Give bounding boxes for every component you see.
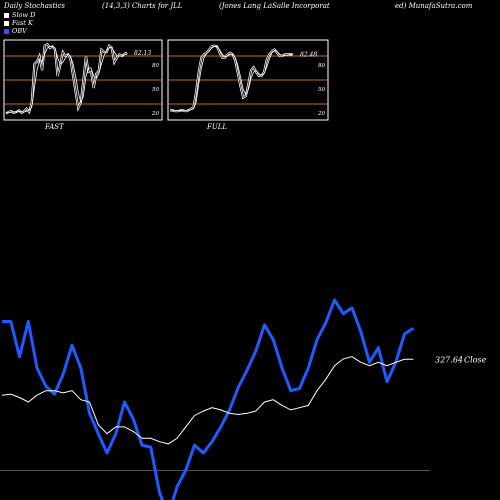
legend-swatch-obv	[4, 28, 9, 34]
company-name: (Jones Lang LaSalle Incorporat	[219, 2, 330, 10]
close-series-label: Close	[464, 355, 487, 364]
obv-series-line	[2, 298, 415, 500]
full-tick-label-50: 50	[318, 87, 325, 93]
fast-series-fast-k-core	[5, 43, 128, 114]
close-series-line	[1, 356, 414, 445]
chart-subtitle: Daily Stochastics	[4, 2, 66, 10]
full-series-full-k-core	[170, 45, 293, 112]
site-name: ed) MunafaSutra.com	[395, 2, 473, 10]
legend-label-obv: OBV	[12, 27, 27, 35]
legend-item-slow-d: Slow D	[4, 11, 35, 19]
full-series-full-d	[169, 46, 293, 112]
fast-last-value-label: 82.13	[134, 50, 151, 57]
fast-tick-label-80: 80	[152, 63, 159, 69]
fast-panel-label: FAST	[45, 123, 64, 131]
legend-label-fast-k: Fast K	[12, 19, 33, 27]
full-panel-label: FULL	[207, 123, 228, 131]
full-tick-label-80: 80	[318, 63, 325, 69]
fast-tick-label-20: 20	[151, 111, 159, 117]
close-last-value-label: 327.64	[435, 355, 463, 364]
fast-series-slow-d	[6, 46, 128, 114]
legend-swatch-fast-k	[4, 20, 9, 26]
fast-tick-label-50: 50	[152, 87, 159, 93]
full-series-full-k	[170, 44, 293, 113]
full-last-value-label: 82.48	[300, 51, 317, 58]
full-tick-label-20: 20	[317, 111, 325, 117]
legend-item-obv: OBV	[4, 27, 35, 35]
chart-title: (14,3,3) Charts for JLL	[102, 2, 183, 10]
legend-label-slow-d: Slow D	[12, 11, 36, 19]
legend-item-fast-k: Fast K	[4, 19, 35, 27]
fast-series-fast-k	[5, 42, 128, 115]
legend-swatch-slow-d	[4, 12, 9, 18]
legend: Slow D Fast K OBV	[4, 11, 35, 35]
